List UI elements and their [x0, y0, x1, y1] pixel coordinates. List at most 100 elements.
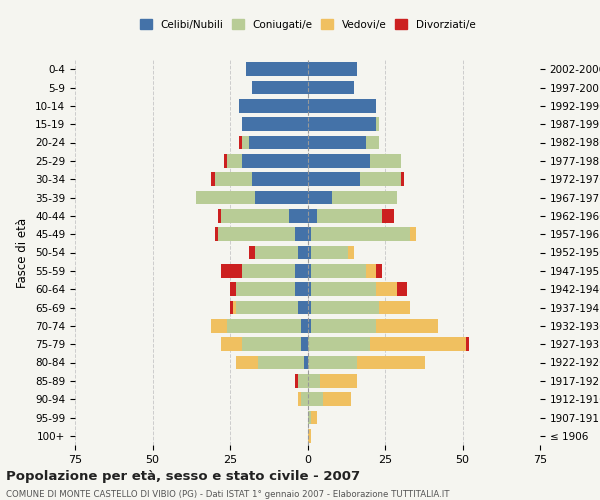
Bar	[242, 118, 308, 131]
Bar	[308, 172, 360, 186]
Bar	[308, 80, 354, 94]
Bar	[332, 190, 397, 204]
Bar	[360, 172, 401, 186]
Bar	[248, 246, 255, 260]
Bar	[308, 392, 323, 406]
Bar	[382, 209, 394, 222]
Bar	[255, 246, 298, 260]
Bar	[230, 300, 233, 314]
Bar	[211, 172, 215, 186]
Bar	[221, 338, 242, 351]
Bar	[311, 300, 379, 314]
Bar	[466, 338, 469, 351]
Bar	[401, 172, 404, 186]
Bar	[230, 282, 236, 296]
Bar	[242, 136, 248, 149]
Bar	[211, 319, 227, 332]
Bar	[252, 80, 308, 94]
Bar	[215, 228, 218, 241]
Bar	[323, 392, 351, 406]
Bar	[308, 338, 370, 351]
Text: Popolazione per età, sesso e stato civile - 2007: Popolazione per età, sesso e stato civil…	[6, 470, 360, 483]
Bar	[308, 429, 311, 442]
Bar	[311, 410, 317, 424]
Bar	[236, 282, 295, 296]
Bar	[308, 190, 332, 204]
Bar	[233, 300, 236, 314]
Bar	[397, 282, 407, 296]
Bar	[370, 338, 466, 351]
Bar	[239, 99, 308, 112]
Bar	[308, 99, 376, 112]
Bar	[367, 136, 379, 149]
Bar	[221, 209, 289, 222]
Bar	[376, 282, 397, 296]
Bar	[308, 264, 311, 278]
Bar	[308, 410, 311, 424]
Bar	[252, 172, 308, 186]
Bar	[242, 264, 295, 278]
Bar	[236, 356, 258, 370]
Bar	[301, 392, 308, 406]
Bar	[308, 300, 311, 314]
Bar	[308, 374, 320, 388]
Legend: Celibi/Nubili, Coniugati/e, Vedovi/e, Divorziati/e: Celibi/Nubili, Coniugati/e, Vedovi/e, Di…	[136, 15, 479, 34]
Bar	[379, 300, 410, 314]
Bar	[227, 154, 242, 168]
Bar	[301, 319, 308, 332]
Bar	[298, 300, 308, 314]
Bar	[308, 154, 370, 168]
Bar	[367, 264, 376, 278]
Bar	[311, 228, 410, 241]
Bar	[295, 228, 308, 241]
Bar	[348, 246, 354, 260]
Bar	[227, 319, 301, 332]
Bar	[317, 209, 382, 222]
Bar	[308, 62, 357, 76]
Bar	[242, 338, 301, 351]
Bar	[376, 264, 382, 278]
Bar	[376, 319, 438, 332]
Bar	[295, 374, 298, 388]
Bar	[308, 209, 317, 222]
Bar	[239, 136, 242, 149]
Bar	[311, 264, 367, 278]
Bar	[218, 209, 221, 222]
Bar	[218, 228, 295, 241]
Bar	[295, 264, 308, 278]
Bar	[242, 154, 308, 168]
Bar	[370, 154, 401, 168]
Bar	[308, 118, 376, 131]
Bar	[308, 246, 311, 260]
Bar	[410, 228, 416, 241]
Bar	[320, 374, 357, 388]
Bar	[357, 356, 425, 370]
Bar	[308, 136, 367, 149]
Bar	[376, 118, 379, 131]
Bar	[308, 282, 311, 296]
Bar	[236, 300, 298, 314]
Bar	[215, 172, 252, 186]
Bar	[311, 282, 376, 296]
Bar	[224, 154, 227, 168]
Bar	[308, 319, 311, 332]
Y-axis label: Fasce di età: Fasce di età	[16, 218, 29, 288]
Bar	[196, 190, 255, 204]
Bar	[298, 392, 301, 406]
Bar	[255, 190, 308, 204]
Bar	[221, 264, 242, 278]
Bar	[304, 356, 308, 370]
Bar	[258, 356, 304, 370]
Bar	[245, 62, 308, 76]
Bar	[311, 246, 348, 260]
Bar	[301, 338, 308, 351]
Bar	[289, 209, 308, 222]
Bar	[298, 374, 308, 388]
Bar	[308, 228, 311, 241]
Bar	[298, 246, 308, 260]
Bar	[295, 282, 308, 296]
Bar	[248, 136, 308, 149]
Bar	[311, 319, 376, 332]
Text: COMUNE DI MONTE CASTELLO DI VIBIO (PG) - Dati ISTAT 1° gennaio 2007 - Elaborazio: COMUNE DI MONTE CASTELLO DI VIBIO (PG) -…	[6, 490, 449, 499]
Bar	[308, 356, 357, 370]
